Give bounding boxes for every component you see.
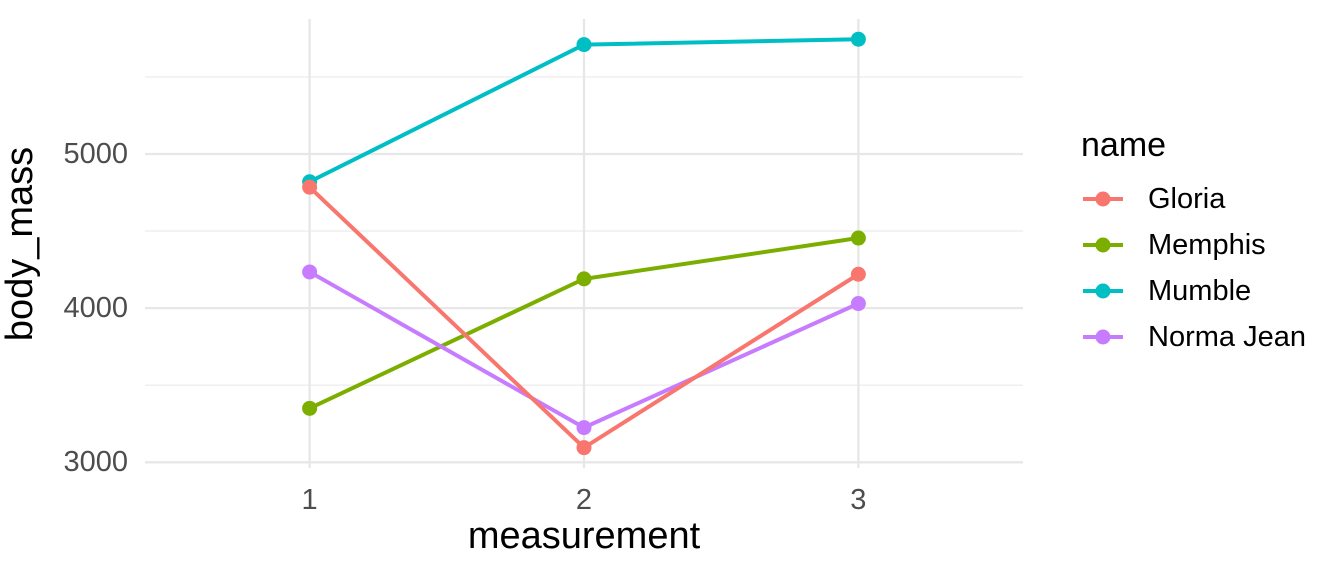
- x-tick-label: 3: [850, 484, 867, 516]
- legend-entry-gloria: Gloria: [1081, 176, 1306, 222]
- data-point-memphis: [302, 400, 318, 416]
- legend-label: Mumble: [1148, 275, 1252, 307]
- data-point-memphis: [576, 271, 592, 287]
- data-point-norma-jean: [576, 420, 592, 436]
- legend: name Gloria Memphis Mumble Norma Jean: [1081, 124, 1306, 360]
- x-tick-label: 1: [301, 484, 318, 516]
- legend-title: name: [1081, 126, 1167, 164]
- y-tick-label: 5000: [63, 138, 128, 171]
- data-point-gloria: [576, 440, 592, 456]
- data-point-gloria: [850, 266, 866, 282]
- data-point-norma-jean: [302, 264, 318, 280]
- legend-key-dot-icon: [1095, 191, 1111, 207]
- data-point-gloria: [302, 179, 318, 195]
- data-point-memphis: [850, 230, 866, 246]
- legend-label: Norma Jean: [1148, 321, 1306, 353]
- x-tick-label: 2: [575, 484, 593, 516]
- legend-label: Gloria: [1148, 183, 1226, 215]
- legend-entry-memphis: Memphis: [1081, 222, 1306, 268]
- data-point-norma-jean: [850, 296, 866, 312]
- legend-key-dot-icon: [1095, 329, 1111, 345]
- data-point-mumble: [576, 37, 592, 53]
- x-axis-title: measurement: [467, 515, 701, 557]
- legend-entry-mumble: Mumble: [1081, 268, 1306, 314]
- y-axis-title: body_mass: [0, 146, 41, 342]
- legend-key-icon: [1083, 191, 1123, 207]
- legend-entry-norma-jean: Norma Jean: [1081, 314, 1306, 360]
- data-point-mumble: [850, 31, 866, 47]
- legend-key-dot-icon: [1095, 237, 1111, 253]
- legend-key-icon: [1083, 237, 1123, 253]
- legend-label: Memphis: [1148, 229, 1266, 261]
- y-tick-label: 3000: [63, 446, 128, 479]
- legend-key-dot-icon: [1095, 283, 1111, 299]
- legend-entries: Gloria Memphis Mumble Norma Jean: [1081, 176, 1306, 360]
- y-tick-label: 4000: [63, 292, 128, 325]
- legend-key-icon: [1083, 329, 1123, 345]
- legend-key-icon: [1083, 283, 1123, 299]
